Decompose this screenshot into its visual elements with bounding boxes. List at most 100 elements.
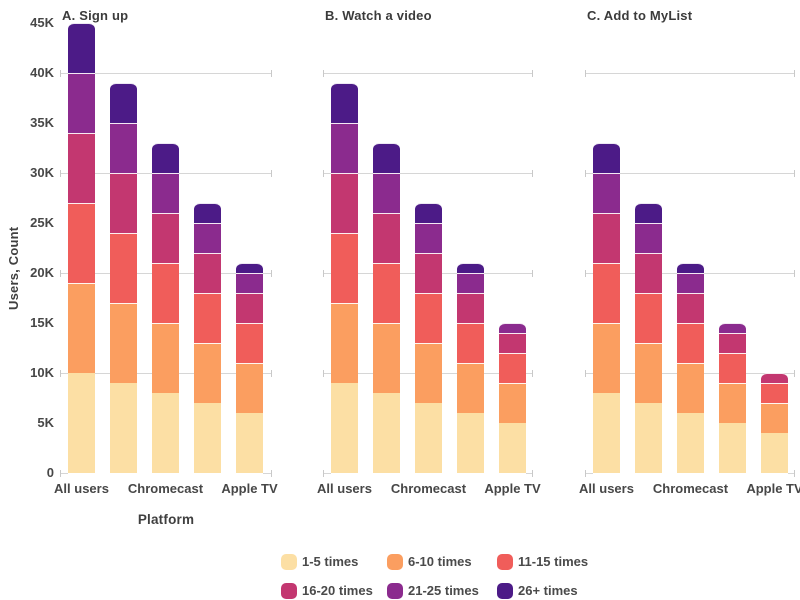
- y-tick-label: 30K: [30, 165, 54, 180]
- bar-segment: [499, 353, 526, 383]
- bar-segment: [719, 353, 746, 383]
- stacked-bar: [457, 263, 484, 473]
- bar-segment: [373, 323, 400, 393]
- y-tick-label: 35K: [30, 115, 54, 130]
- bar-segment: [331, 173, 358, 233]
- bar-segment: [415, 223, 442, 253]
- gridline-end-tick: [60, 270, 61, 277]
- stacked-bar: [194, 203, 221, 473]
- x-axis-title: Platform: [137, 512, 195, 527]
- baseline-end-tick: [271, 470, 272, 477]
- legend-label: 16-20 times: [302, 583, 373, 598]
- bar-segment: [593, 173, 620, 213]
- baseline-end-tick: [794, 470, 795, 477]
- bar-segment: [373, 263, 400, 323]
- legend-swatch: [281, 554, 297, 570]
- bar-segment: [194, 343, 221, 403]
- bar-segment: [457, 363, 484, 413]
- bar-segment: [677, 323, 704, 363]
- bar-segment: [152, 263, 179, 323]
- x-tick-label: Chromecast: [127, 481, 204, 496]
- facet-title: A. Sign up: [62, 8, 129, 23]
- bar-segment: [677, 263, 704, 273]
- gridline-end-tick: [585, 370, 586, 377]
- baseline-stub: [263, 473, 272, 474]
- bar-segment: [236, 323, 263, 363]
- bar-segment: [68, 73, 95, 133]
- bar-segment: [331, 123, 358, 173]
- bar-segment: [635, 253, 662, 293]
- bar-segment: [415, 253, 442, 293]
- bar-segment: [499, 333, 526, 353]
- bar-segment: [68, 133, 95, 203]
- x-tick-label: All users: [579, 481, 634, 496]
- bar-segment: [110, 303, 137, 383]
- bar-segment: [719, 333, 746, 353]
- bar-segment: [68, 373, 95, 473]
- x-tick-label: All users: [54, 481, 109, 496]
- gridline-end-tick: [323, 70, 324, 77]
- bar-segment: [457, 293, 484, 323]
- bar-segment: [593, 263, 620, 323]
- gridline-end-tick: [585, 170, 586, 177]
- bar-segment: [373, 173, 400, 213]
- bar-segment: [373, 143, 400, 173]
- bar-segment: [499, 323, 526, 333]
- baseline-end-tick: [60, 470, 61, 477]
- gridline-end-tick: [271, 170, 272, 177]
- baseline-stub: [788, 473, 795, 474]
- legend-swatch: [497, 554, 513, 570]
- legend-label: 21-25 times: [408, 583, 479, 598]
- bar-segment: [499, 423, 526, 473]
- bar-segment: [110, 173, 137, 233]
- gridline-end-tick: [794, 370, 795, 377]
- stacked-bar: [152, 143, 179, 473]
- bar-segment: [719, 383, 746, 423]
- bar-segment: [236, 273, 263, 293]
- bar-segment: [331, 383, 358, 473]
- bar-segment: [499, 383, 526, 423]
- stacked-bar: [761, 373, 788, 473]
- bar-segment: [761, 403, 788, 433]
- bar-segment: [236, 363, 263, 413]
- gridline: [585, 173, 795, 174]
- bar-segment: [635, 403, 662, 473]
- bar-segment: [194, 203, 221, 223]
- bar-segment: [593, 143, 620, 173]
- legend-swatch: [387, 583, 403, 599]
- gridline-end-tick: [794, 170, 795, 177]
- bar-segment: [68, 203, 95, 283]
- gridline-end-tick: [323, 270, 324, 277]
- gridline-end-tick: [532, 370, 533, 377]
- y-tick-label: 0: [46, 465, 54, 480]
- bar-segment: [236, 413, 263, 473]
- bar-segment: [635, 293, 662, 343]
- y-tick-label: 5K: [37, 415, 54, 430]
- stacked-bar: [110, 83, 137, 473]
- bar-segment: [593, 323, 620, 393]
- bar-segment: [68, 283, 95, 373]
- bar-segment: [236, 263, 263, 273]
- bar-segment: [110, 123, 137, 173]
- y-tick-label: 10K: [30, 365, 54, 380]
- x-tick-label: Apple TV: [746, 481, 800, 496]
- bar-segment: [719, 423, 746, 473]
- stacked-bar: [677, 263, 704, 473]
- bar-segment: [152, 143, 179, 173]
- bar-segment: [415, 343, 442, 403]
- stacked-bar: [593, 143, 620, 473]
- gridline-end-tick: [60, 170, 61, 177]
- gridline: [323, 173, 533, 174]
- stacked-bar: [635, 203, 662, 473]
- bar-segment: [635, 223, 662, 253]
- bar-segment: [152, 213, 179, 263]
- legend-label: 6-10 times: [408, 554, 472, 569]
- bar-segment: [677, 293, 704, 323]
- gridline-end-tick: [585, 270, 586, 277]
- bar-segment: [194, 223, 221, 253]
- bar-segment: [110, 83, 137, 123]
- x-tick-label: Apple TV: [221, 481, 278, 496]
- gridline-end-tick: [532, 170, 533, 177]
- bar-segment: [635, 343, 662, 403]
